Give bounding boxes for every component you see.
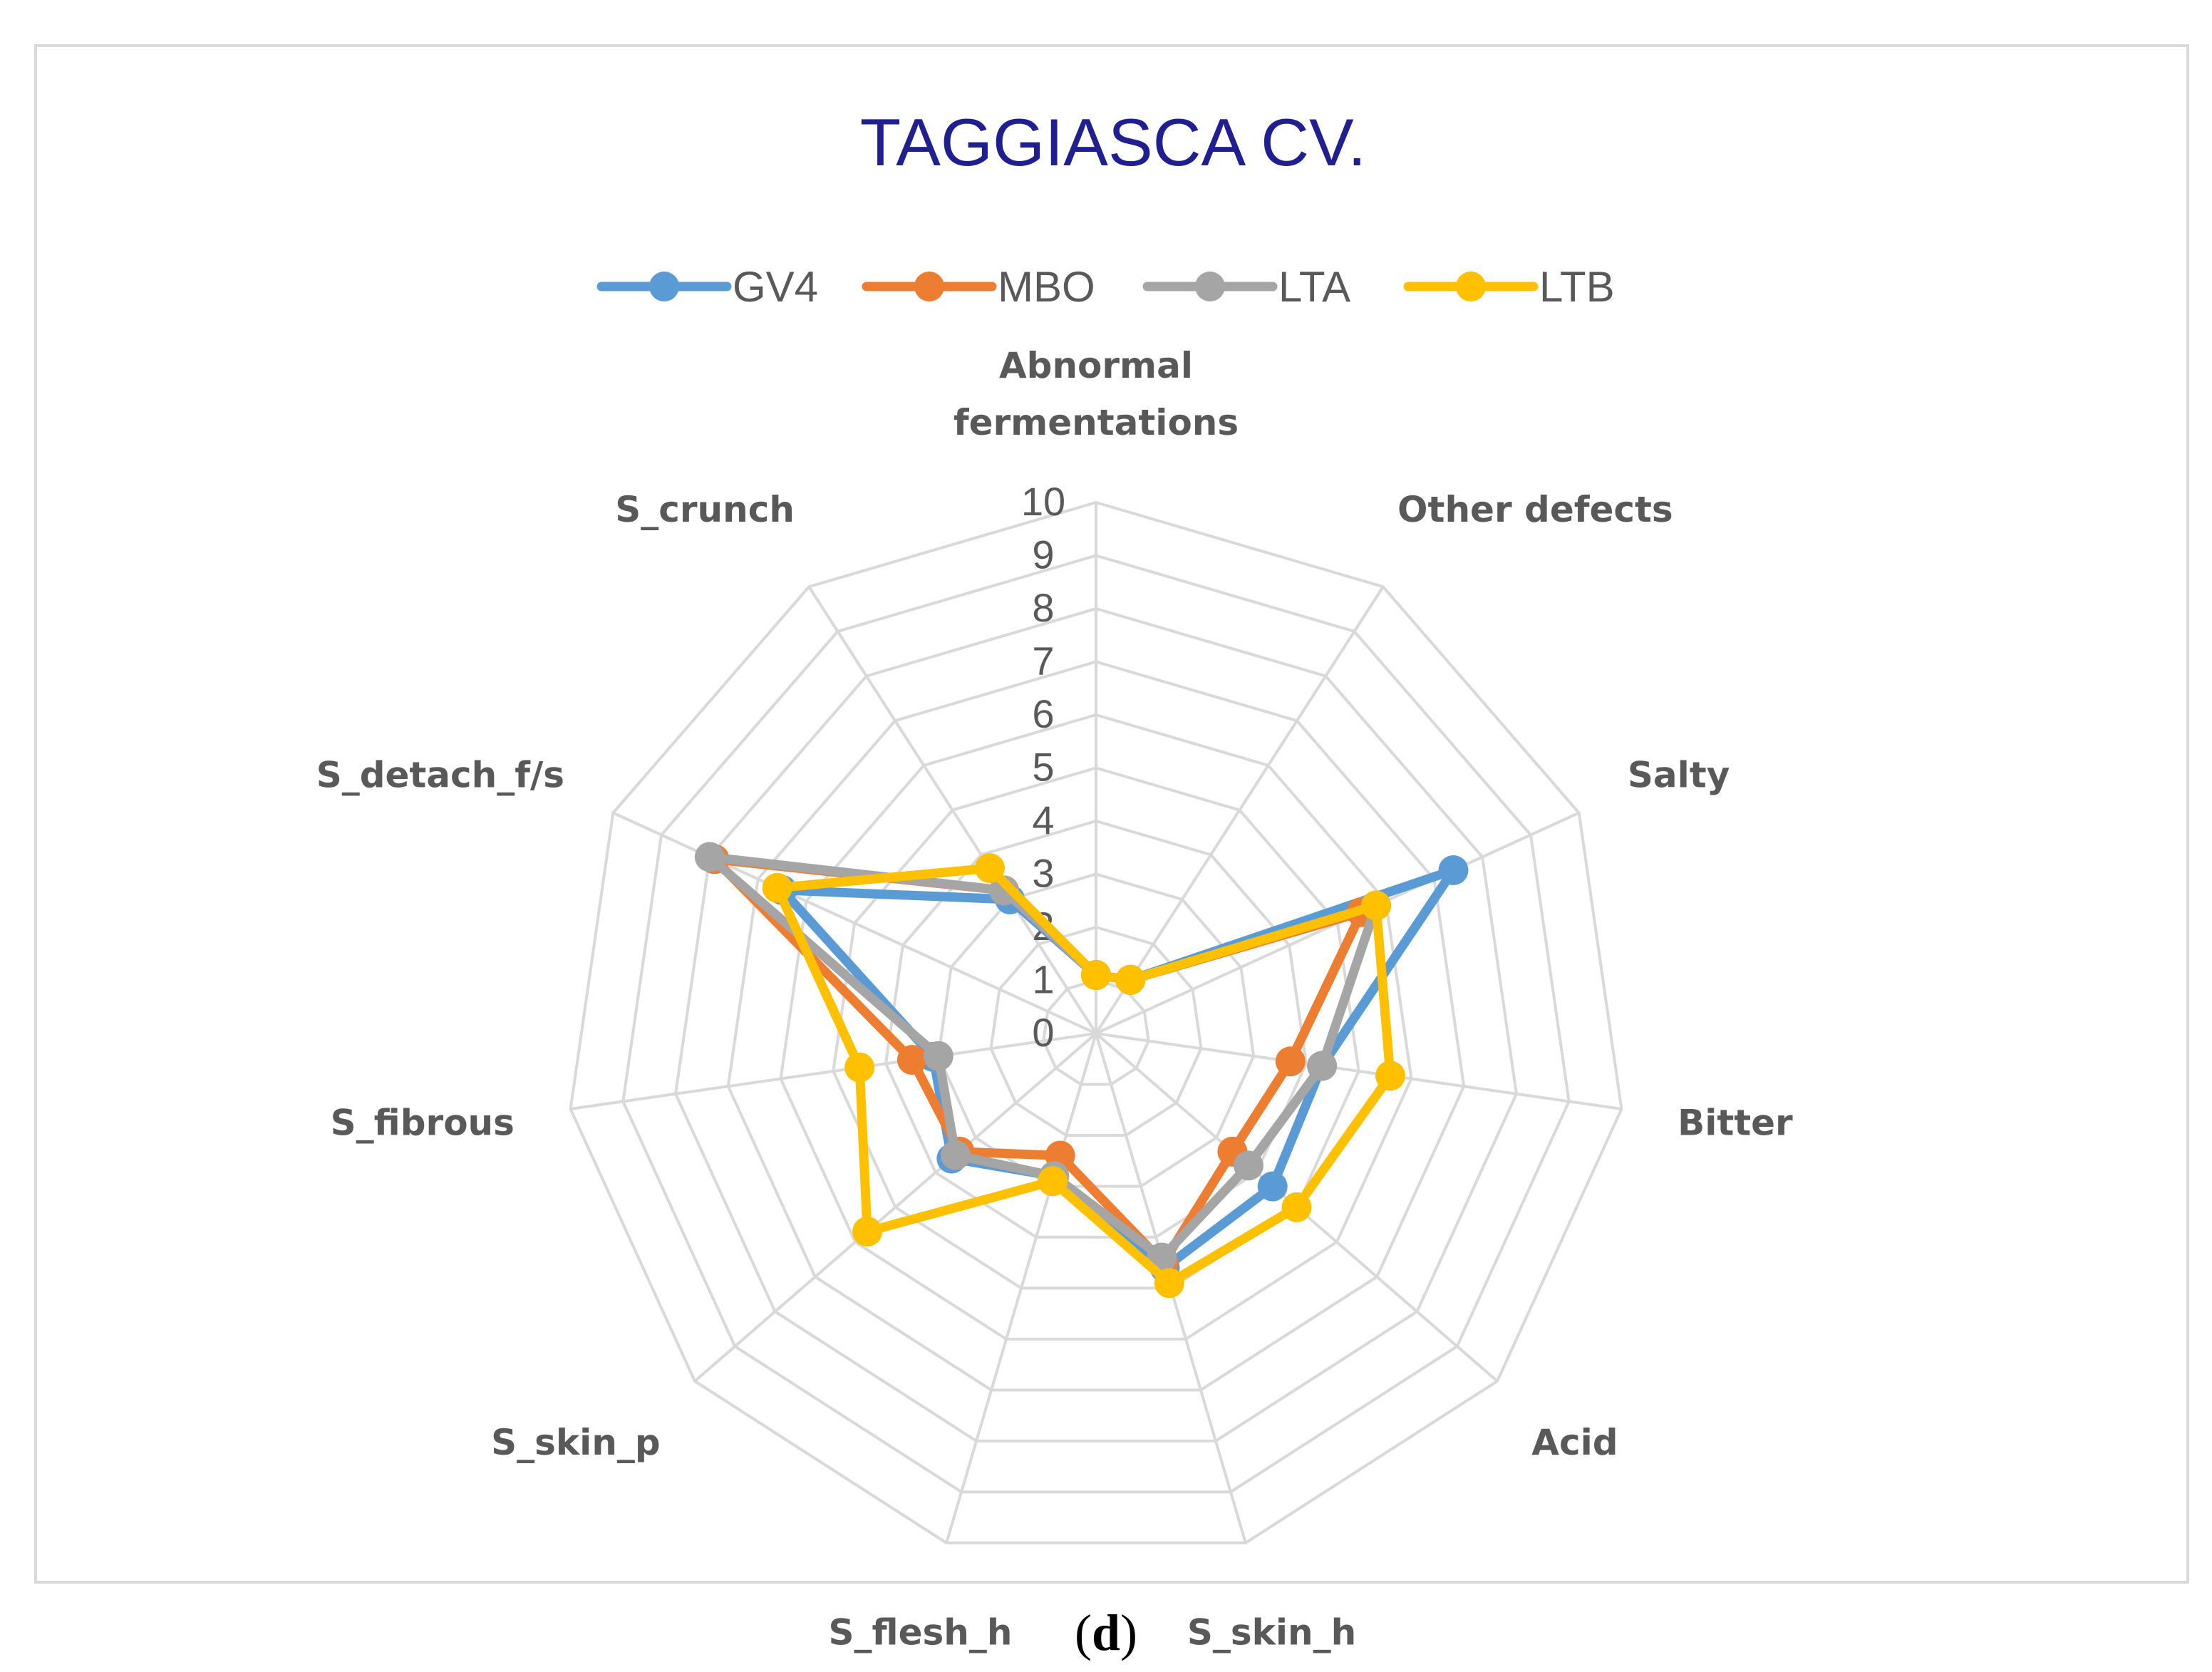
series-ltb [762, 853, 1405, 1299]
legend-swatch-marker [914, 272, 944, 301]
legend-item-gv4: GV4 [596, 263, 818, 311]
grid-ring-8 [674, 607, 1518, 1443]
spoke-10 [807, 586, 1097, 1035]
tick-label: 9 [1032, 532, 1054, 577]
chart-title: TAGGIASCA CV. [860, 105, 1366, 180]
legend-label: GV4 [733, 263, 818, 311]
data-point-gv4 [1438, 855, 1469, 885]
axis-label: S_crunch [615, 489, 795, 530]
spoke-8 [570, 1032, 1097, 1111]
axis-label: Other defects [1397, 489, 1673, 530]
axis-label: S_detach_f/s [316, 755, 564, 796]
data-point-ltb [1115, 964, 1146, 995]
data-point-lta [1307, 1051, 1338, 1081]
data-point-lta [923, 1041, 953, 1071]
data-point-ltb [1154, 1268, 1184, 1299]
tick-label: 1 [1032, 957, 1054, 1002]
axis-label: S_flesh_h [829, 1612, 1013, 1653]
spoke-1 [1095, 586, 1385, 1035]
tick-label: 4 [1032, 798, 1054, 842]
data-point-ltb [1281, 1192, 1312, 1222]
data-point-lta [694, 842, 725, 872]
grid-layer [569, 500, 1623, 1544]
data-point-ltb [1375, 1061, 1405, 1091]
spoke-layer [570, 502, 1622, 1544]
grid-ring-2 [989, 925, 1203, 1137]
grid-ring-9 [621, 554, 1571, 1494]
data-point-lta [1233, 1150, 1263, 1181]
grid-ring-10 [569, 500, 1623, 1544]
tick-label: 6 [1032, 691, 1054, 736]
data-point-ltb [1081, 960, 1111, 991]
tick-label: 7 [1032, 639, 1054, 683]
legend-label: LTA [1278, 263, 1350, 311]
data-point-ltb [852, 1217, 883, 1247]
caption-open: ( [1074, 1604, 1092, 1661]
legend-item-lta: LTA [1142, 263, 1350, 311]
data-point-lta [940, 1140, 971, 1170]
legend-swatch-marker [1456, 272, 1486, 301]
axis-label: S_fibrous [331, 1103, 515, 1144]
series-line-ltb [772, 863, 1395, 1288]
axis-label: S_skin_p [491, 1422, 661, 1463]
axis-labels: Abnormal fermentations Other defects Salty B… [316, 345, 1793, 1653]
grid-ring-5 [832, 766, 1360, 1290]
data-point-gv4 [1257, 1171, 1288, 1202]
tick-label: 5 [1032, 745, 1054, 790]
data-point-ltb [974, 853, 1005, 884]
legend-label: MBO [998, 263, 1095, 311]
tick-label: 0 [1032, 1010, 1054, 1055]
legend: GV4 MBO LTA LTB [596, 263, 1615, 311]
legend-label: LTB [1539, 263, 1615, 311]
spoke-6 [945, 1033, 1097, 1544]
panel-caption: (d) [0, 1604, 2212, 1663]
legend-item-ltb: LTB [1403, 263, 1615, 311]
data-point-ltb [762, 872, 792, 903]
grid-ring-1 [1042, 979, 1150, 1086]
caption-close: ) [1120, 1604, 1137, 1661]
axis-label: Acid [1531, 1422, 1618, 1463]
series-layer [694, 842, 1469, 1299]
legend-swatch-marker [1195, 272, 1225, 301]
axis-label: Salty [1628, 755, 1730, 796]
spoke-7 [693, 1032, 1097, 1383]
data-point-ltb [1038, 1166, 1068, 1197]
axis-label: Bitter [1678, 1103, 1793, 1144]
data-point-ltb [844, 1052, 875, 1083]
axis-label: Abnormal fermentations [953, 345, 1239, 443]
data-point-lta [989, 875, 1020, 906]
tick-label: 10 [1021, 479, 1065, 524]
chart-frame [34, 44, 2189, 1584]
tick-label: 8 [1032, 585, 1054, 630]
spoke-9 [612, 811, 1097, 1035]
legend-swatch-marker [649, 272, 679, 301]
data-point-mbo [896, 1045, 927, 1075]
grid-ring-7 [726, 660, 1466, 1392]
caption-letter: d [1091, 1604, 1121, 1661]
tick-label: 3 [1032, 851, 1054, 896]
data-point-ltb [1361, 890, 1392, 921]
data-point-mbo [1275, 1046, 1306, 1077]
legend-item-mbo: MBO [862, 263, 1095, 311]
axis-label: S_skin_h [1187, 1612, 1356, 1653]
grid-ring-6 [779, 713, 1413, 1341]
spoke-3 [1095, 1032, 1622, 1111]
